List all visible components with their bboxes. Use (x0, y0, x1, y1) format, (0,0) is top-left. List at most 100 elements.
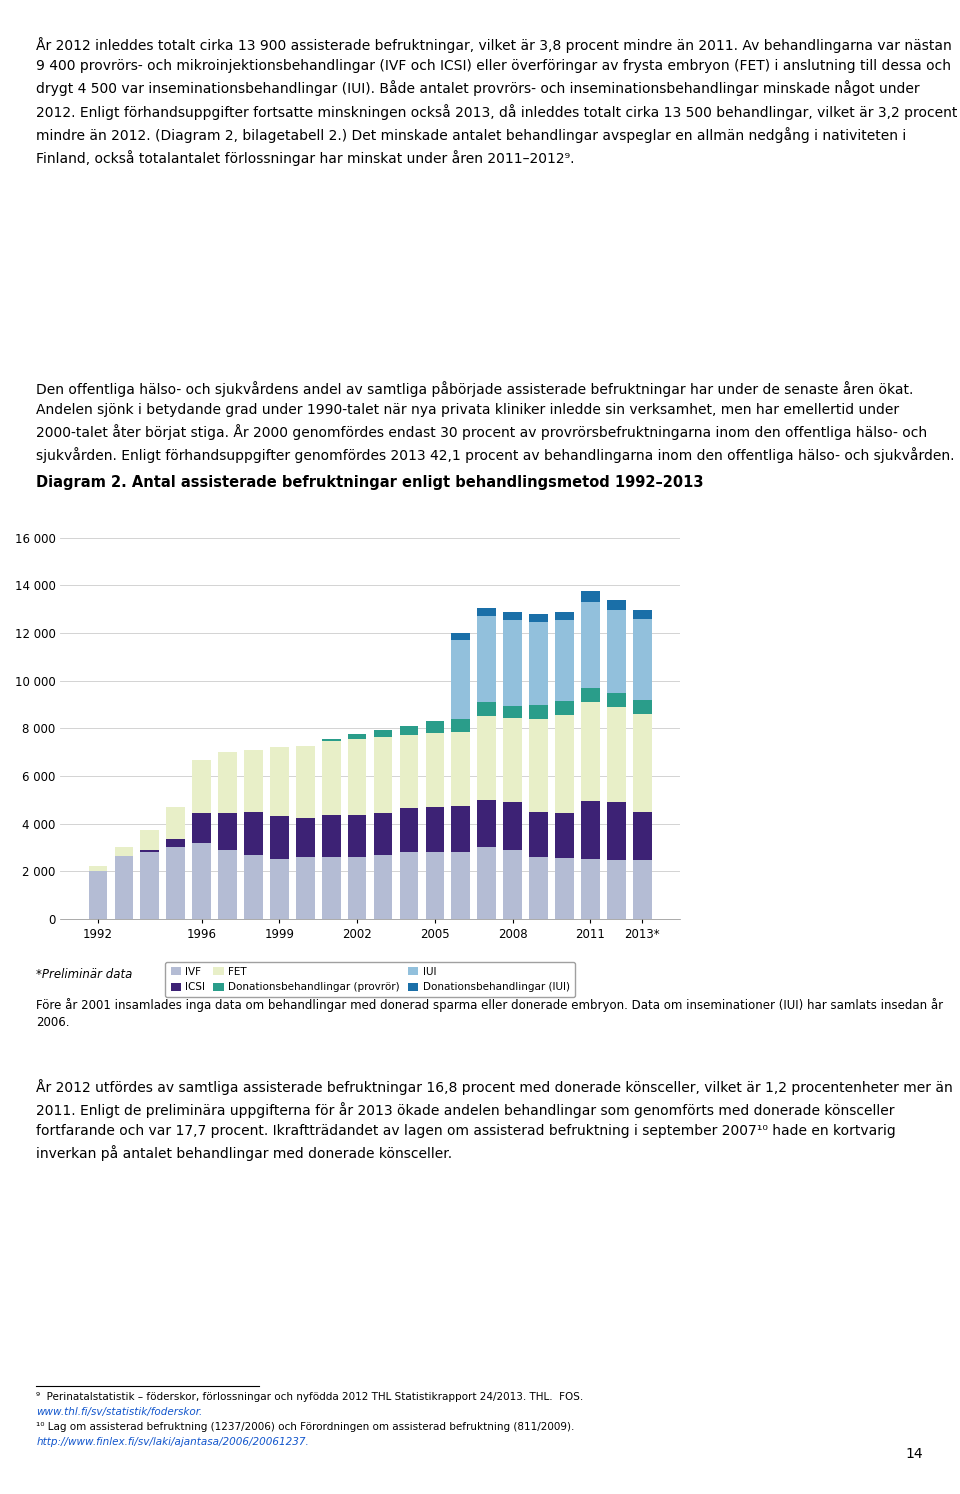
Bar (373, 729, 393, 737)
Text: http://www.finlex.fi/sv/laki/ajantasa/2006/20061237.: http://www.finlex.fi/sv/laki/ajantasa/20… (36, 1437, 309, 1448)
Bar (218, 751, 237, 813)
Bar (607, 707, 626, 802)
Bar (529, 719, 548, 811)
Bar (451, 805, 470, 852)
Bar (166, 807, 185, 840)
Text: 14: 14 (906, 1448, 924, 1461)
Bar (270, 747, 289, 816)
Bar (633, 811, 652, 861)
Bar (503, 802, 522, 850)
Bar (373, 813, 393, 855)
Bar (555, 813, 574, 858)
Bar (607, 693, 626, 707)
Bar (451, 852, 470, 919)
Bar (529, 811, 548, 858)
Bar (503, 705, 522, 717)
Bar (270, 816, 289, 859)
Bar (503, 611, 522, 620)
Bar (555, 620, 574, 701)
Bar (296, 746, 315, 817)
Bar (348, 858, 367, 919)
Bar (477, 717, 496, 799)
Bar (633, 714, 652, 811)
Bar (607, 861, 626, 919)
Legend: IVF, ICSI, FET, Donationsbehandlingar (provrör), IUI, Donationsbehandlingar (IUI: IVF, ICSI, FET, Donationsbehandlingar (p… (165, 962, 575, 998)
Bar (296, 817, 315, 858)
Bar (451, 719, 470, 732)
Bar (88, 867, 108, 871)
Bar (399, 852, 419, 919)
Bar (477, 617, 496, 702)
Bar (477, 847, 496, 919)
Bar (581, 602, 600, 687)
Text: *Preliminär data: *Preliminär data (36, 968, 132, 982)
Bar (140, 829, 159, 850)
Bar (140, 852, 159, 919)
Bar (581, 859, 600, 919)
Bar (425, 734, 444, 807)
Bar (322, 741, 341, 816)
Bar (581, 592, 600, 602)
Bar (529, 614, 548, 623)
Bar (503, 620, 522, 705)
Bar (425, 852, 444, 919)
Bar (166, 840, 185, 847)
Bar (192, 813, 211, 843)
Text: Den offentliga hälso- och sjukvårdens andel av samtliga påbörjade assisterade be: Den offentliga hälso- och sjukvårdens an… (36, 381, 955, 463)
Bar (555, 611, 574, 620)
Bar (166, 847, 185, 919)
Bar (114, 856, 133, 919)
Bar (451, 641, 470, 719)
Bar (270, 859, 289, 919)
Bar (581, 702, 600, 801)
Bar (244, 855, 263, 919)
Bar (529, 858, 548, 919)
Bar (192, 760, 211, 813)
Bar (348, 816, 367, 858)
Text: www.thl.fi/sv/statistik/foderskor.: www.thl.fi/sv/statistik/foderskor. (36, 1407, 203, 1418)
Bar (373, 737, 393, 813)
Bar (348, 734, 367, 740)
Bar (555, 701, 574, 716)
Bar (348, 740, 367, 816)
Text: År 2012 inleddes totalt cirka 13 900 assisterade befruktningar, vilket är 3,8 pr: År 2012 inleddes totalt cirka 13 900 ass… (36, 37, 958, 166)
Bar (607, 802, 626, 861)
Bar (373, 855, 393, 919)
Text: Före år 2001 insamlades inga data om behandlingar med donerad sparma eller doner: Före år 2001 insamlades inga data om beh… (36, 998, 944, 1029)
Bar (451, 633, 470, 641)
Bar (88, 871, 108, 919)
Bar (140, 850, 159, 852)
Bar (581, 687, 600, 702)
Bar (529, 705, 548, 719)
Bar (633, 619, 652, 699)
Bar (399, 726, 419, 735)
Bar (399, 735, 419, 808)
Bar (555, 716, 574, 813)
Text: Diagram 2. Antal assisterade befruktningar enligt behandlingsmetod 1992–2013: Diagram 2. Antal assisterade befruktning… (36, 475, 704, 490)
Bar (477, 702, 496, 717)
Bar (322, 858, 341, 919)
Text: ⁹  Perinatalstatistik – föderskor, förlossningar och nyfödda 2012 THL Statistikr: ⁹ Perinatalstatistik – föderskor, förlos… (36, 1392, 584, 1403)
Bar (529, 623, 548, 705)
Bar (633, 611, 652, 619)
Bar (322, 816, 341, 858)
Bar (607, 611, 626, 693)
Bar (425, 807, 444, 852)
Bar (399, 808, 419, 852)
Bar (581, 801, 600, 859)
Bar (322, 740, 341, 741)
Bar (633, 699, 652, 714)
Bar (503, 717, 522, 802)
Bar (477, 799, 496, 847)
Text: ¹⁰ Lag om assisterad befruktning (1237/2006) och Förordningen om assisterad befr: ¹⁰ Lag om assisterad befruktning (1237/2… (36, 1422, 575, 1433)
Bar (296, 858, 315, 919)
Bar (633, 861, 652, 919)
Bar (451, 732, 470, 805)
Bar (503, 850, 522, 919)
Bar (192, 843, 211, 919)
Bar (244, 811, 263, 855)
Bar (555, 858, 574, 919)
Bar (244, 750, 263, 811)
Bar (477, 608, 496, 617)
Bar (218, 850, 237, 919)
